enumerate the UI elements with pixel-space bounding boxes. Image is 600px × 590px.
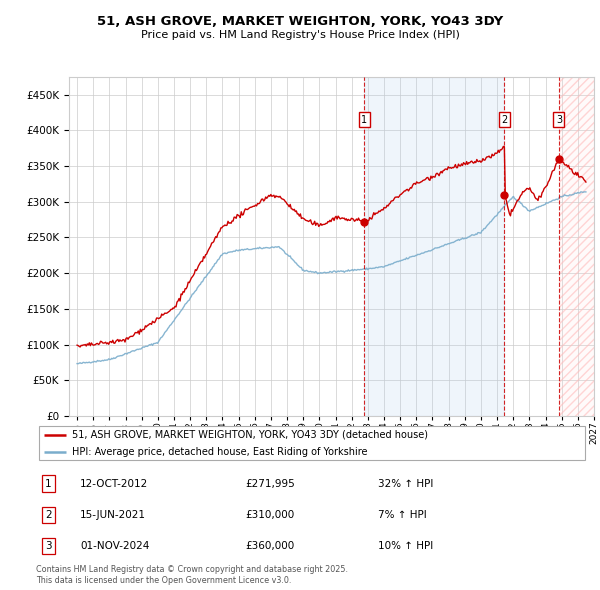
Text: 12-OCT-2012: 12-OCT-2012	[80, 478, 148, 489]
Text: 3: 3	[45, 541, 52, 551]
Bar	[559, 77, 594, 416]
Text: 51, ASH GROVE, MARKET WEIGHTON, YORK, YO43 3DY (detached house): 51, ASH GROVE, MARKET WEIGHTON, YORK, YO…	[72, 430, 428, 440]
Text: Contains HM Land Registry data © Crown copyright and database right 2025.: Contains HM Land Registry data © Crown c…	[36, 565, 348, 574]
Text: HPI: Average price, detached house, East Riding of Yorkshire: HPI: Average price, detached house, East…	[72, 447, 367, 457]
Text: £271,995: £271,995	[246, 478, 296, 489]
Text: 1: 1	[45, 478, 52, 489]
Text: 2: 2	[45, 510, 52, 520]
FancyBboxPatch shape	[39, 426, 585, 460]
Bar	[364, 77, 505, 416]
Text: £310,000: £310,000	[246, 510, 295, 520]
Text: 3: 3	[556, 114, 562, 124]
Text: 01-NOV-2024: 01-NOV-2024	[80, 541, 149, 551]
Text: 7% ↑ HPI: 7% ↑ HPI	[378, 510, 427, 520]
Text: 2: 2	[501, 114, 508, 124]
Bar	[559, 77, 594, 416]
Text: 32% ↑ HPI: 32% ↑ HPI	[378, 478, 434, 489]
Text: 15-JUN-2021: 15-JUN-2021	[80, 510, 146, 520]
Text: £360,000: £360,000	[246, 541, 295, 551]
Text: 10% ↑ HPI: 10% ↑ HPI	[378, 541, 433, 551]
Text: 51, ASH GROVE, MARKET WEIGHTON, YORK, YO43 3DY: 51, ASH GROVE, MARKET WEIGHTON, YORK, YO…	[97, 15, 503, 28]
Text: This data is licensed under the Open Government Licence v3.0.: This data is licensed under the Open Gov…	[36, 576, 292, 585]
Text: Price paid vs. HM Land Registry's House Price Index (HPI): Price paid vs. HM Land Registry's House …	[140, 30, 460, 40]
Text: 1: 1	[361, 114, 367, 124]
